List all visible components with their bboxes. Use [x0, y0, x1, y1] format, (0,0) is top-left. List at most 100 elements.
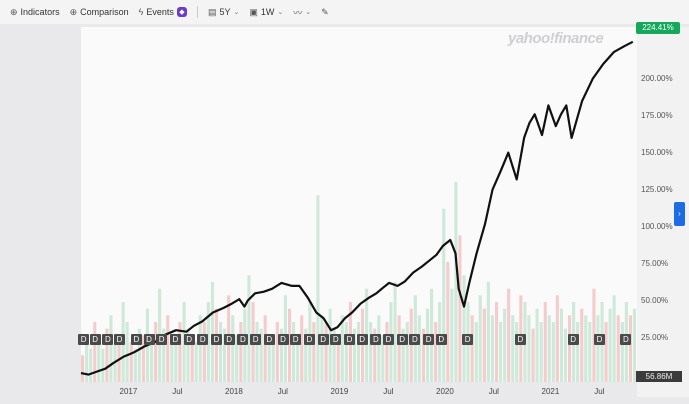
volume-bar	[434, 322, 438, 382]
dividend-marker[interactable]: D	[370, 334, 382, 345]
dividend-marker[interactable]: D	[250, 334, 262, 345]
volume-bar	[507, 288, 511, 382]
dividend-marker[interactable]: D	[435, 334, 447, 345]
volume-bar	[454, 182, 458, 382]
dividend-marker[interactable]: D	[89, 334, 101, 345]
volume-bar	[499, 322, 503, 382]
volume-bar	[357, 322, 361, 382]
x-tick-label: Jul	[172, 387, 183, 396]
x-tick-label: 2020	[436, 387, 454, 396]
dividend-marker[interactable]: D	[356, 334, 368, 345]
volume-bar	[369, 322, 373, 382]
volume-bar	[336, 335, 340, 382]
y-tick-label: 125.00%	[641, 184, 673, 194]
volume-bar	[555, 295, 559, 382]
dividend-marker[interactable]: D	[169, 334, 181, 345]
volume-bar	[231, 315, 235, 382]
volume-bar	[174, 342, 178, 382]
draw-button[interactable]: ✎	[321, 7, 329, 18]
chart-type-selector[interactable]: 〰 ⌄	[293, 6, 311, 19]
chart-toolbar: ⊕ Indicators ⊕ Comparison ϟ Events ◆ ▤ 5…	[0, 0, 689, 24]
interval-label: 1W	[260, 7, 275, 17]
dividend-marker[interactable]: D	[143, 334, 155, 345]
price-line	[80, 40, 634, 376]
line-chart-icon: 〰	[293, 7, 303, 18]
volume-bar	[511, 315, 515, 382]
dividend-marker[interactable]: D	[409, 334, 421, 345]
dividend-marker[interactable]: D	[114, 334, 125, 345]
volume-bar	[210, 282, 214, 382]
volume-bar	[458, 235, 462, 382]
volume-bar	[85, 342, 89, 382]
volume-bar	[535, 308, 539, 382]
volume-bar	[385, 322, 389, 382]
volume-bar	[178, 322, 182, 382]
volume-bar	[450, 288, 454, 382]
indicators-label: Indicators	[20, 7, 60, 17]
range-selector[interactable]: ▤ 5Y ⌄	[208, 7, 239, 18]
volume-bar	[93, 322, 97, 382]
volume-bar	[198, 315, 202, 382]
dividend-marker[interactable]: D	[594, 334, 605, 345]
dividend-marker[interactable]: D	[620, 334, 632, 345]
volume-bar	[604, 322, 608, 382]
dividend-marker[interactable]: D	[156, 334, 168, 345]
dividend-marker[interactable]: D	[567, 334, 579, 345]
indicators-button[interactable]: ⊕ Indicators	[10, 7, 60, 18]
chevron-down-icon: ⌄	[305, 9, 312, 16]
volume-bar	[470, 315, 474, 382]
dividend-marker[interactable]: D	[303, 334, 315, 345]
expand-panel-button[interactable]: ›	[674, 202, 685, 226]
dividend-marker[interactable]: D	[223, 334, 235, 345]
volume-bar	[401, 328, 405, 382]
volume-bar	[576, 322, 580, 382]
yahoo-finance-watermark: yahoo!finance	[508, 30, 604, 47]
comparison-button[interactable]: ⊕ Comparison	[70, 7, 129, 18]
dividend-marker[interactable]: D	[290, 334, 302, 345]
volume-bar	[393, 282, 397, 382]
toolbar-divider	[196, 6, 198, 18]
dividend-marker[interactable]: D	[317, 334, 329, 345]
dividend-marker[interactable]: D	[211, 334, 222, 345]
volume-bar	[563, 328, 567, 382]
events-label: Events	[146, 7, 174, 17]
volume-bar	[154, 322, 158, 382]
events-button[interactable]: ϟ Events ◆	[139, 7, 187, 17]
dividend-marker[interactable]: D	[197, 334, 209, 345]
volume-bar	[592, 288, 596, 382]
dividend-marker[interactable]: D	[263, 334, 275, 345]
dividend-marker[interactable]: D	[396, 334, 408, 345]
interval-selector[interactable]: ▣ 1W ⌄	[249, 7, 283, 18]
volume-bar	[332, 328, 336, 382]
dividend-marker[interactable]: D	[78, 334, 90, 345]
dividend-marker[interactable]: D	[423, 334, 435, 345]
volume-bar	[170, 335, 174, 382]
volume-bar	[495, 302, 499, 382]
volume-bar	[129, 342, 133, 382]
volume-bar	[482, 308, 486, 382]
volume-bar	[239, 322, 243, 382]
dividend-marker[interactable]: D	[102, 334, 114, 345]
dividend-marker[interactable]: D	[462, 334, 474, 345]
volume-bar	[515, 322, 519, 382]
x-tick-label: Jul	[594, 387, 605, 396]
dividend-marker[interactable]: D	[330, 334, 342, 345]
dividend-marker[interactable]: D	[344, 334, 355, 345]
volume-bar	[426, 308, 430, 382]
dividend-marker[interactable]: D	[130, 334, 142, 345]
volume-bar	[162, 328, 166, 382]
dividend-marker[interactable]: D	[237, 334, 249, 345]
volume-bar	[194, 342, 198, 382]
x-tick-label: Jul	[383, 387, 394, 396]
volume-bar	[255, 322, 259, 382]
dividend-marker[interactable]: D	[514, 334, 526, 345]
chevron-down-icon: ⌄	[277, 9, 284, 16]
volume-bar	[263, 315, 267, 382]
dividend-marker[interactable]: D	[383, 334, 394, 345]
range-label: 5Y	[219, 7, 231, 17]
calendar-icon: ▤	[207, 6, 217, 17]
volume-bar	[125, 322, 129, 382]
dividend-marker[interactable]: D	[183, 334, 195, 345]
dividend-marker[interactable]: D	[277, 334, 289, 345]
volume-bar	[474, 322, 478, 382]
